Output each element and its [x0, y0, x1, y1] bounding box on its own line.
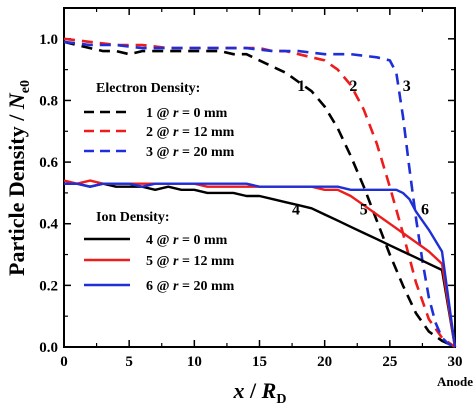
series-5-line — [63, 179, 457, 348]
series-3-label: 3 — [403, 78, 411, 95]
legend-entry-6: 6 @ r = 20 mm — [146, 279, 235, 294]
legend-entry-3: 3 @ r = 20 mm — [146, 145, 235, 160]
legend-entry-1: 1 @ r = 0 mm — [146, 106, 228, 121]
series-6-line — [64, 182, 457, 348]
y-tick-label: 0.0 — [39, 340, 58, 356]
series-1-label: 1 — [297, 78, 305, 95]
series-5-label: 5 — [360, 201, 368, 218]
y-axis-title: Particle Density / Ne0 — [4, 80, 33, 276]
series-6-label: 6 — [421, 201, 429, 218]
legend-electron-title: Electron Density: — [96, 81, 200, 96]
y-tick-label: 0.2 — [39, 278, 58, 294]
y-tick-label: 1.0 — [39, 32, 58, 48]
legend-layer: Electron Density: 1 @ r = 0 mm 2 @ r = 12 … — [84, 81, 235, 294]
legend-ion-title: Ion Density: — [96, 210, 170, 225]
plot-frame — [63, 7, 456, 348]
legend-entry-2: 2 @ r = 12 mm — [146, 125, 235, 140]
x-tick-label: 0 — [60, 354, 68, 370]
x-tick-label: 5 — [125, 354, 133, 370]
series-3-line — [63, 40, 456, 349]
x-tick-label: 10 — [187, 354, 202, 370]
x-tick-label: 20 — [317, 354, 332, 370]
y-tick-label: 0.6 — [39, 155, 58, 171]
series-4-label: 4 — [292, 201, 300, 218]
series-4-line — [64, 182, 457, 348]
series-2-label: 2 — [349, 78, 357, 95]
x-tick-label: 25 — [382, 354, 397, 370]
anode-label: Anode — [437, 374, 473, 389]
series-layer: 1 2 3 4 5 6 — [63, 37, 457, 349]
axes-layer: 0 5 10 15 20 25 300.00.20.40.60.81.0 — [39, 7, 463, 370]
y-tick-label: 0.4 — [39, 217, 58, 233]
x-tick-label: 15 — [252, 354, 267, 370]
series-1-line — [63, 40, 456, 349]
y-tick-label: 0.8 — [39, 93, 58, 109]
legend-entry-5: 5 @ r = 12 mm — [146, 254, 235, 269]
x-axis-title: x / RD — [233, 378, 287, 407]
x-tick-label: 30 — [448, 354, 463, 370]
legend-entry-4: 4 @ r = 0 mm — [146, 233, 228, 248]
